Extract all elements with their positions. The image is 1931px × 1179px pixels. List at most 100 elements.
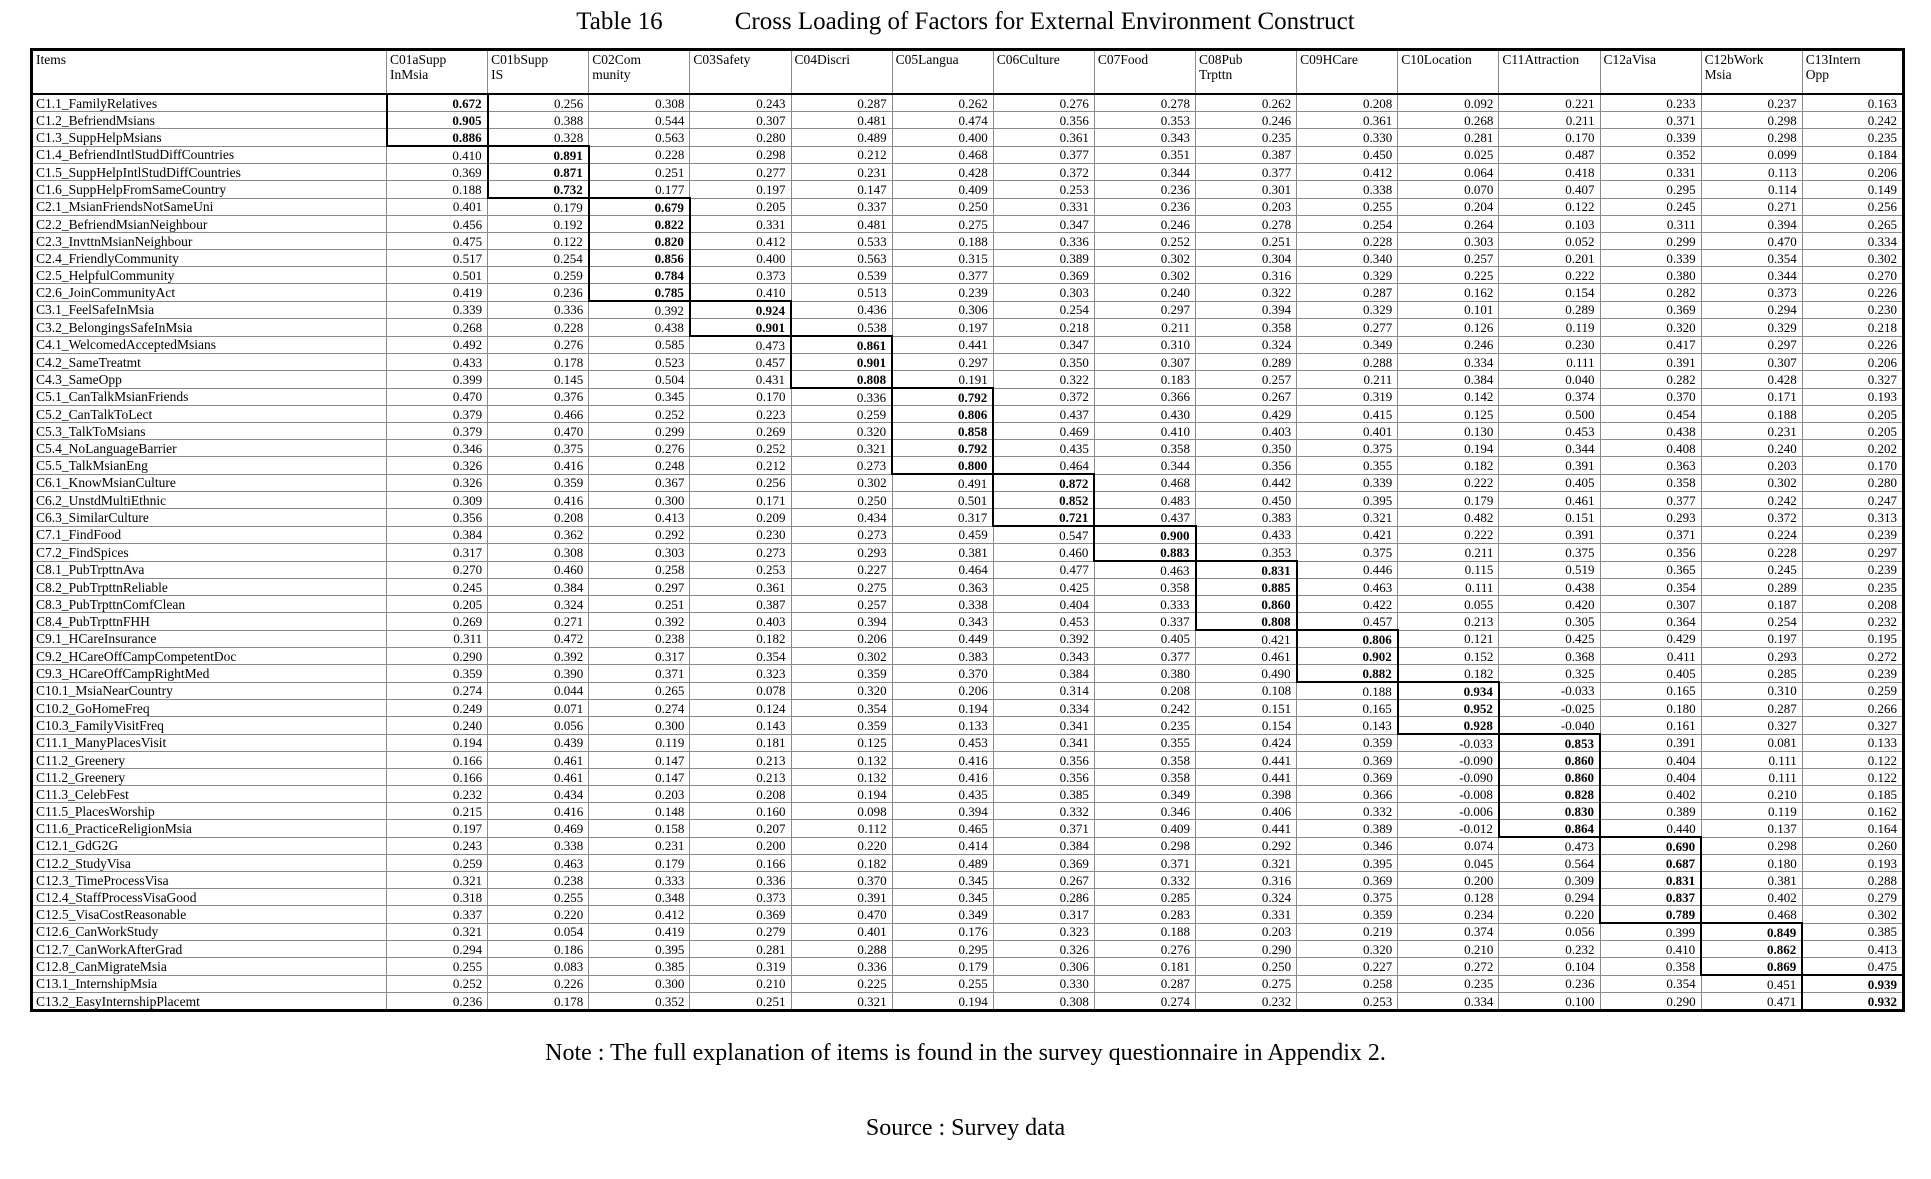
loading-cell: 0.265 [1801, 215, 1905, 233]
table-row: C6.3_SimilarCulture 0.356 0.208 0.413 0.209 0… [31, 508, 1905, 527]
loading-cell: 0.491 [891, 473, 994, 492]
note-text: Note : The full explanation of items is … [545, 1040, 1386, 1066]
loading-cell: 0.151 [1498, 508, 1601, 527]
loading-cell: 0.239 [891, 283, 994, 302]
loading-cell: 0.122 [1801, 751, 1905, 769]
loading-cell: 0.321 [385, 922, 489, 941]
loading-cell: 0.352 [588, 992, 691, 1011]
loading-cell: 0.304 [1194, 249, 1298, 267]
loading-cell: 0.425 [1498, 629, 1601, 648]
header-line: C04Discri [794, 52, 851, 67]
loading-cell: 0.461 [487, 751, 590, 769]
loading-cell: 0.177 [588, 180, 691, 199]
loading-cell: 0.259 [790, 405, 893, 423]
loading-cell: 0.218 [992, 318, 1095, 337]
loading-cell: 0.392 [588, 612, 691, 631]
loading-cell: 0.252 [689, 439, 792, 457]
item-label: C5.5_TalkMsianEng [31, 456, 387, 475]
loading-cell: 0.356 [992, 111, 1095, 129]
loading-cell: 0.391 [790, 888, 893, 906]
loading-cell: 0.369 [992, 266, 1095, 284]
item-label: C3.2_BelongingsSafeInMsia [31, 318, 387, 337]
loading-cell: 0.205 [385, 595, 489, 613]
items-header: Items [31, 49, 387, 95]
loading-cell: 0.409 [891, 180, 994, 199]
loading-cell: 0.463 [487, 854, 590, 872]
loading-cell: 0.240 [385, 716, 489, 735]
loading-cell: 0.143 [1296, 716, 1399, 735]
loading-cell: 0.205 [1801, 422, 1905, 440]
loading-cell: 0.303 [588, 543, 691, 562]
loading-cell: 0.371 [992, 819, 1095, 838]
loading-cell: 0.099 [1700, 145, 1803, 164]
loading-cell: 0.227 [790, 560, 893, 579]
loading-cell: 0.226 [487, 974, 590, 993]
item-label: C12.5_VisaCostReasonable [31, 905, 387, 924]
loading-cell: 0.394 [790, 612, 893, 631]
item-label: C7.2_FindSpices [31, 543, 387, 562]
loading-cell: 0.392 [588, 300, 691, 319]
loading-cell: 0.301 [1194, 180, 1298, 199]
loading-cell: 0.205 [1801, 405, 1905, 423]
loading-cell: 0.251 [689, 992, 792, 1011]
loading-cell: -0.012 [1397, 819, 1500, 838]
loading-cell: 0.413 [588, 508, 691, 527]
item-label: C12.6_CanWorkStudy [31, 922, 387, 941]
loading-cell: 0.441 [1194, 751, 1298, 769]
loading-cell: 0.162 [1801, 802, 1905, 820]
loading-cell: 0.298 [1700, 111, 1803, 129]
loading-cell: 0.451 [1700, 974, 1803, 993]
loading-cell: 0.321 [790, 439, 893, 457]
loading-cell: 0.732 [486, 180, 590, 199]
loading-cell: 0.226 [1801, 335, 1905, 354]
table-row: C8.1_PubTrpttnAva 0.270 0.460 0.258 0.253 0.2… [31, 560, 1905, 579]
loading-cell: 0.371 [1093, 854, 1197, 872]
loading-cell: 0.322 [1194, 283, 1298, 302]
loading-cell: 0.267 [992, 871, 1095, 889]
loading-cell: 0.902 [1295, 647, 1399, 665]
loading-cell: 0.460 [992, 543, 1095, 562]
loading-cell: 0.306 [891, 300, 994, 319]
loading-cell: 0.463 [1296, 578, 1399, 596]
loading-cell: 0.317 [992, 905, 1095, 924]
loading-cell: 0.853 [1497, 733, 1602, 752]
loading-cell: 0.470 [1700, 232, 1803, 250]
loading-cell: 0.208 [689, 785, 792, 803]
loading-cell: 0.416 [891, 768, 994, 786]
loading-cell: 0.338 [1296, 180, 1399, 199]
loading-cell: 0.266 [1801, 699, 1905, 717]
header-line: C07Food [1097, 52, 1149, 67]
header-line: InMsia [390, 67, 429, 82]
loading-cell: 0.392 [487, 647, 590, 665]
loading-cell: 0.370 [790, 871, 893, 889]
loading-cell: 0.905 [385, 111, 489, 129]
header-line: C01aSupp [390, 52, 447, 67]
loading-cell: 0.457 [1296, 612, 1399, 631]
loading-cell: 0.384 [992, 836, 1095, 855]
loading-cell: 0.366 [1296, 785, 1399, 803]
loading-cell: 0.317 [891, 508, 994, 527]
item-label: C12.8_CanMigrateMsia [31, 957, 387, 976]
loading-cell: 0.292 [588, 525, 691, 544]
loading-cell: 0.352 [1599, 145, 1702, 164]
item-label: C13.1_InternshipMsia [31, 974, 387, 993]
loading-cell: 0.346 [1093, 802, 1197, 820]
loading-cell: 0.369 [1296, 768, 1399, 786]
loading-cell: 0.928 [1396, 716, 1500, 735]
loading-cell: 0.329 [1296, 266, 1399, 284]
loading-cell: 0.339 [1296, 473, 1399, 492]
loading-cell: 0.440 [1599, 819, 1702, 838]
loading-cell: 0.871 [486, 163, 590, 181]
loading-cell: 0.213 [1397, 612, 1500, 631]
table-row: C5.5_TalkMsianEng 0.326 0.416 0.248 0.212 0.2… [31, 456, 1905, 475]
loading-cell: 0.410 [689, 283, 792, 302]
loading-cell: 0.215 [385, 802, 489, 820]
loading-cell: 0.336 [689, 871, 792, 889]
loading-cell: 0.170 [689, 387, 792, 406]
item-label: C8.3_PubTrpttnComfClean [31, 595, 387, 613]
loading-cell: 0.417 [1599, 335, 1702, 354]
loading-cell: 0.404 [992, 595, 1095, 613]
loading-cell: -0.006 [1397, 802, 1500, 820]
loading-cell: 0.111 [1498, 353, 1601, 371]
loading-cell: 0.415 [1296, 405, 1399, 423]
